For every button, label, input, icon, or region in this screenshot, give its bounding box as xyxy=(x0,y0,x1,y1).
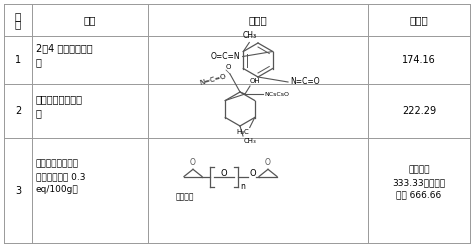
Text: OH: OH xyxy=(250,78,261,84)
Text: H₃C: H₃C xyxy=(236,129,249,136)
Text: 1: 1 xyxy=(15,55,21,65)
Text: 异佛尔酮二异氰酸
酯: 异佛尔酮二异氰酸 酯 xyxy=(36,94,83,118)
Text: O: O xyxy=(225,64,231,70)
Text: O: O xyxy=(190,158,196,167)
Text: 聚丙二醇二缩水甘
油醚（环氧值 0.3
eq/100g）: 聚丙二醇二缩水甘 油醚（环氧值 0.3 eq/100g） xyxy=(36,159,85,194)
Text: 主要成分: 主要成分 xyxy=(176,193,194,201)
Text: O: O xyxy=(265,158,271,167)
Text: O=C=N: O=C=N xyxy=(211,52,241,61)
Text: 2，4 甲苯二异氰酸
酯: 2，4 甲苯二异氰酸 酯 xyxy=(36,43,92,67)
Text: N=C=O: N=C=O xyxy=(290,77,319,87)
Text: N=C=O: N=C=O xyxy=(199,74,227,86)
Text: O: O xyxy=(250,169,256,178)
Text: NCsCsO: NCsCsO xyxy=(264,92,289,96)
Text: 序: 序 xyxy=(15,11,21,21)
Text: 222.29: 222.29 xyxy=(402,106,436,116)
Text: 2: 2 xyxy=(15,106,21,116)
Text: 环氧当量
333.33，理论分
子量 666.66: 环氧当量 333.33，理论分 子量 666.66 xyxy=(392,166,446,200)
Text: 分子量: 分子量 xyxy=(410,15,428,25)
Text: CH₃: CH₃ xyxy=(242,31,256,40)
Text: 174.16: 174.16 xyxy=(402,55,436,65)
Text: 号: 号 xyxy=(15,19,21,29)
Text: 结构式: 结构式 xyxy=(249,15,267,25)
Text: 3: 3 xyxy=(15,185,21,196)
Text: 名称: 名称 xyxy=(84,15,96,25)
Text: n: n xyxy=(240,182,245,191)
Text: CH₃: CH₃ xyxy=(244,138,257,144)
Text: O: O xyxy=(221,169,228,178)
